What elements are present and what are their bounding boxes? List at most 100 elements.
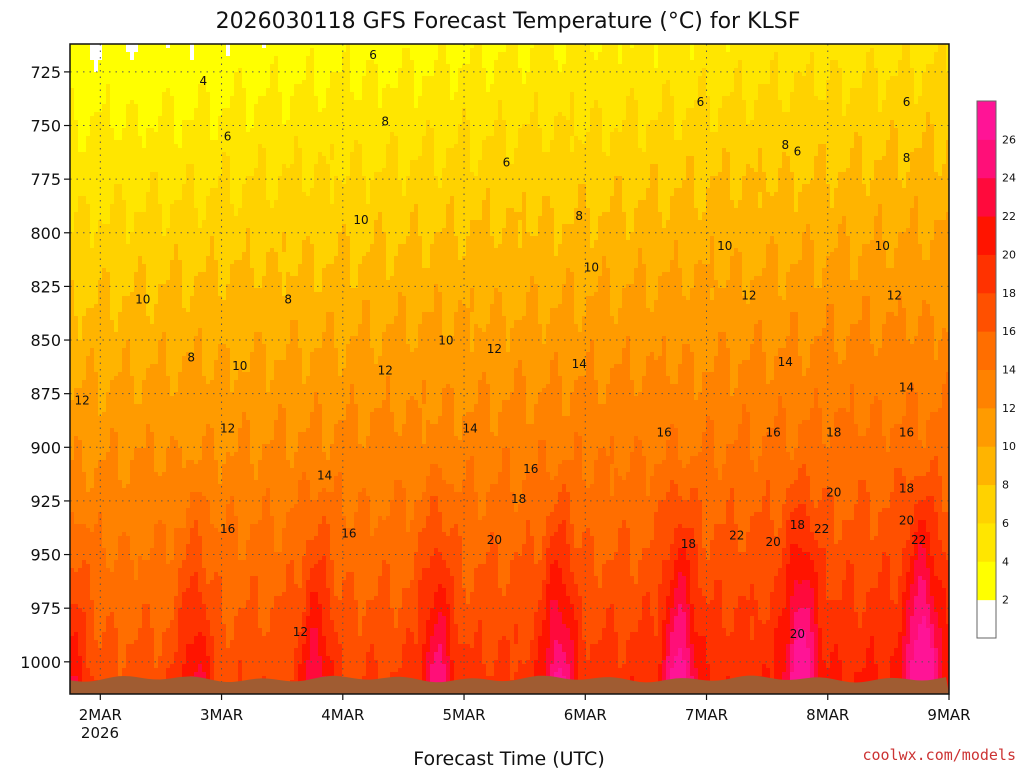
- field-cell: [174, 200, 179, 205]
- field-cell: [146, 328, 151, 333]
- field-cell: [142, 524, 147, 529]
- field-cell: [86, 340, 91, 345]
- field-cell: [70, 480, 75, 485]
- field-cell: [158, 472, 163, 477]
- field-cell: [94, 192, 99, 197]
- field-cell: [138, 384, 143, 389]
- field-cell: [74, 256, 79, 261]
- field-cell: [138, 100, 143, 105]
- field-cell: [154, 444, 159, 449]
- field-cell: [150, 308, 155, 313]
- field-cell: [70, 236, 75, 241]
- field-cell: [134, 172, 139, 177]
- field-cell: [70, 132, 75, 137]
- field-cell: [114, 144, 119, 149]
- field-cell: [182, 348, 187, 353]
- field-cell: [70, 356, 75, 361]
- field-cell: [182, 632, 187, 637]
- field-cell: [154, 464, 159, 469]
- field-cell: [82, 100, 87, 105]
- field-cell: [174, 324, 179, 329]
- field-cell: [150, 84, 155, 89]
- field-cell: [106, 340, 111, 345]
- field-cell: [102, 336, 107, 341]
- field-cell: [178, 524, 183, 529]
- field-cell: [102, 60, 107, 65]
- field-cell: [90, 504, 95, 509]
- field-cell: [146, 624, 151, 629]
- field-cell: [86, 228, 91, 233]
- field-cell: [146, 428, 151, 433]
- field-cell: [82, 316, 87, 321]
- field-cell: [150, 376, 155, 381]
- field-cell: [90, 136, 95, 141]
- field-cell: [154, 564, 159, 569]
- field-cell: [190, 296, 195, 301]
- field-cell: [102, 420, 107, 425]
- field-cell: [186, 112, 191, 117]
- field-cell: [78, 532, 83, 537]
- field-cell: [190, 248, 195, 253]
- field-cell: [134, 220, 139, 225]
- field-cell: [166, 180, 171, 185]
- field-cell: [166, 560, 171, 565]
- field-cell: [178, 384, 183, 389]
- field-cell: [118, 92, 123, 97]
- field-cell: [182, 432, 187, 437]
- field-cell: [154, 588, 159, 593]
- field-cell: [86, 260, 91, 265]
- field-cell: [166, 584, 171, 589]
- field-cell: [134, 264, 139, 269]
- field-cell: [134, 500, 139, 505]
- field-cell: [150, 316, 155, 321]
- field-cell: [138, 592, 143, 597]
- field-cell: [126, 468, 131, 473]
- field-cell: [150, 452, 155, 457]
- field-cell: [86, 592, 91, 597]
- field-cell: [118, 612, 123, 617]
- field-cell: [186, 452, 191, 457]
- field-cell: [98, 168, 103, 173]
- field-cell: [174, 472, 179, 477]
- field-cell: [182, 172, 187, 177]
- field-cell: [146, 100, 151, 105]
- field-cell: [158, 560, 163, 565]
- field-cell: [110, 572, 115, 577]
- field-cell: [118, 532, 123, 537]
- field-cell: [122, 176, 127, 181]
- field-cell: [146, 556, 151, 561]
- field-cell: [174, 280, 179, 285]
- field-cell: [126, 376, 131, 381]
- field-cell: [134, 76, 139, 81]
- field-cell: [158, 424, 163, 429]
- field-cell: [78, 464, 83, 469]
- field-cell: [118, 356, 123, 361]
- field-cell: [162, 592, 167, 597]
- field-cell: [90, 188, 95, 193]
- field-cell: [74, 204, 79, 209]
- field-cell: [122, 192, 127, 197]
- field-cell: [154, 516, 159, 521]
- field-cell: [130, 604, 135, 609]
- field-cell: [182, 56, 187, 61]
- field-cell: [138, 416, 143, 421]
- field-cell: [134, 664, 139, 669]
- field-cell: [130, 508, 135, 513]
- field-cell: [150, 120, 155, 125]
- field-cell: [158, 420, 163, 425]
- field-cell: [106, 116, 111, 121]
- field-cell: [74, 160, 79, 165]
- field-cell: [138, 288, 143, 293]
- field-cell: [150, 236, 155, 241]
- field-cell: [78, 376, 83, 381]
- field-cell: [138, 656, 143, 661]
- field-cell: [130, 68, 135, 73]
- field-cell: [114, 492, 119, 497]
- field-cell: [118, 604, 123, 609]
- field-cell: [118, 592, 123, 597]
- field-cell: [174, 272, 179, 277]
- field-cell: [186, 460, 191, 465]
- field-cell: [146, 380, 151, 385]
- field-cell: [146, 464, 151, 469]
- field-cell: [142, 352, 147, 357]
